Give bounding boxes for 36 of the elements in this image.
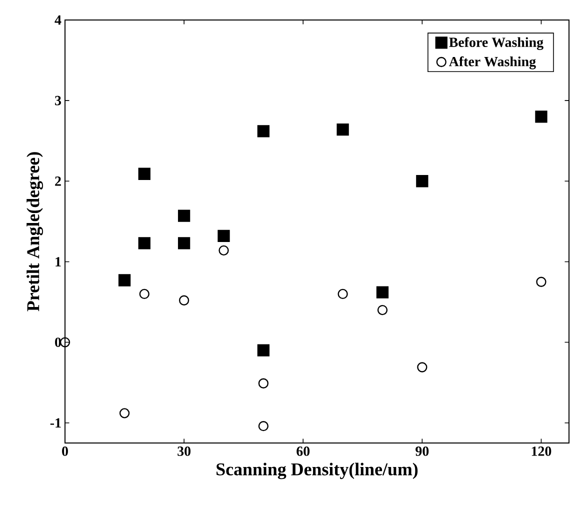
point	[178, 237, 190, 250]
x-tick-label: 60	[296, 446, 310, 456]
point	[258, 421, 269, 432]
point	[536, 276, 546, 287]
x-tick-label: 0	[62, 446, 68, 456]
y-tick-label: 1	[56, 257, 61, 266]
x-tick-label: 120	[532, 446, 552, 456]
y-tick-label: 2	[55, 176, 61, 186]
point	[118, 274, 131, 286]
point	[535, 110, 548, 123]
point	[338, 288, 348, 300]
point	[119, 408, 130, 418]
y-tick-label: 4	[54, 15, 62, 25]
point	[257, 125, 270, 138]
legend-label: After Washing	[448, 56, 536, 70]
point	[258, 378, 269, 388]
point	[138, 237, 150, 250]
point	[218, 245, 229, 256]
x-axis-title: Scanning Density(line/um)	[216, 462, 418, 480]
point	[257, 344, 270, 356]
point	[376, 286, 389, 298]
point	[377, 304, 388, 316]
point	[218, 230, 230, 242]
y-axis-title: Pretilt Angle(degree)	[26, 152, 44, 312]
point	[417, 362, 428, 372]
x-tick-label: 30	[178, 446, 190, 456]
x-tick-label: 90	[416, 446, 429, 456]
point	[416, 175, 428, 188]
point	[178, 295, 190, 306]
point	[178, 210, 190, 222]
point	[336, 123, 349, 136]
legend-label: Before Washing	[449, 37, 544, 50]
y-tick-label: 3	[55, 96, 62, 106]
point	[139, 288, 150, 300]
y-tick-label: -1	[50, 418, 61, 428]
point	[138, 168, 150, 180]
